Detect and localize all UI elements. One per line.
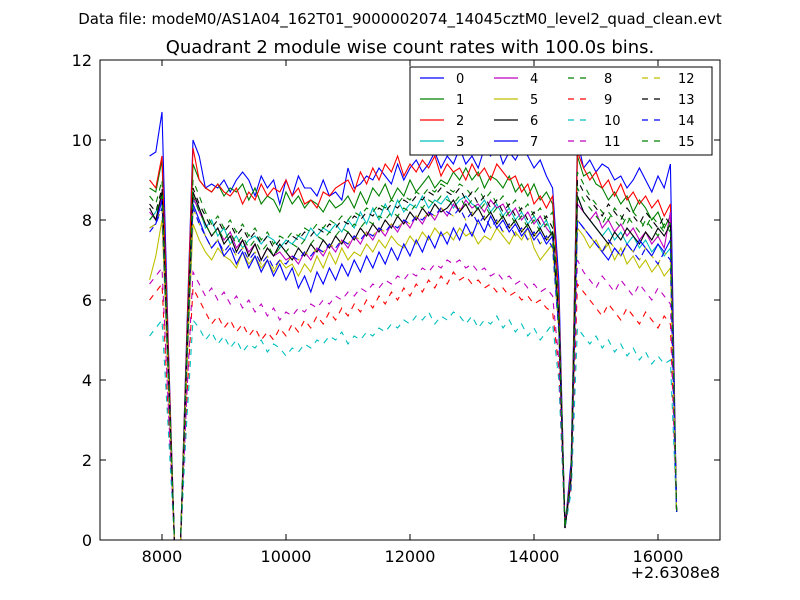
series-line-10 <box>149 310 678 540</box>
legend-label-2: 2 <box>456 114 464 129</box>
legend-label-13: 13 <box>678 93 695 108</box>
series-group <box>149 111 678 540</box>
series-line-2 <box>149 147 678 540</box>
x-tick-label: 12000 <box>385 547 436 566</box>
y-tick-label: 0 <box>82 531 92 550</box>
legend-label-7: 7 <box>530 135 538 150</box>
series-line-11 <box>149 259 678 540</box>
series-line-0 <box>149 111 678 540</box>
legend-label-0: 0 <box>456 72 464 87</box>
x-tick-label: 14000 <box>509 547 560 566</box>
x-tick-label: 8000 <box>142 547 183 566</box>
legend-label-1: 1 <box>456 93 464 108</box>
legend-label-3: 3 <box>456 135 464 150</box>
x-tick-label: 10000 <box>261 547 312 566</box>
legend-label-14: 14 <box>678 114 695 129</box>
legend-label-10: 10 <box>604 114 621 129</box>
y-tick-label: 10 <box>72 131 92 150</box>
legend-label-4: 4 <box>530 72 538 87</box>
legend-label-11: 11 <box>604 135 621 150</box>
series-line-6 <box>149 191 678 540</box>
y-tick-label: 12 <box>72 51 92 70</box>
legend-label-9: 9 <box>604 93 612 108</box>
legend-label-15: 15 <box>678 135 695 150</box>
legend-label-6: 6 <box>530 114 538 129</box>
legend-box <box>409 66 713 156</box>
series-line-9 <box>149 270 678 540</box>
legend-label-5: 5 <box>530 93 538 108</box>
y-tick-label: 8 <box>82 211 92 230</box>
legend-label-8: 8 <box>604 72 612 87</box>
series-line-13 <box>149 179 678 540</box>
chart-title: Quadrant 2 module wise count rates with … <box>166 37 655 58</box>
y-tick-label: 2 <box>82 451 92 470</box>
x-tick-label: 16000 <box>633 547 684 566</box>
y-tick-label: 4 <box>82 371 92 390</box>
series-line-5 <box>149 219 678 540</box>
y-tick-label: 6 <box>82 291 92 310</box>
x-offset-label: +2.6308e8 <box>631 563 720 582</box>
series-line-15 <box>149 187 678 540</box>
figure-suptitle: Data file: modeM0/AS1A04_162T01_90000020… <box>78 10 722 29</box>
series-line-14 <box>149 206 678 540</box>
legend-label-12: 12 <box>678 72 695 87</box>
series-line-8 <box>149 171 678 540</box>
